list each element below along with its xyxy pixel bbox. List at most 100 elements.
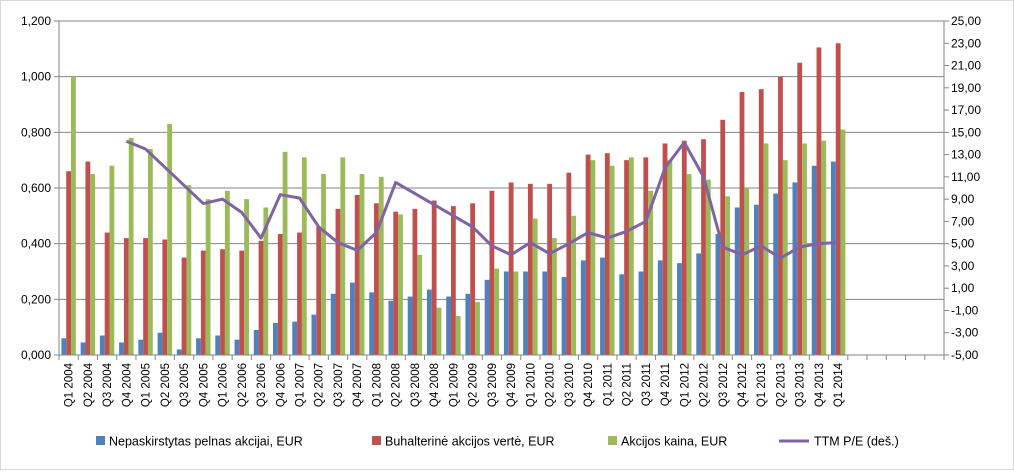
bar <box>802 143 807 355</box>
bar <box>340 157 346 355</box>
left-axis-tick-label: 0,200 <box>21 292 51 306</box>
bar <box>648 190 654 355</box>
x-axis-tick-label: Q2 2013 <box>775 363 787 407</box>
x-axis-tick-label: Q3 2013 <box>795 363 807 407</box>
bar <box>739 91 745 355</box>
bar <box>561 277 567 355</box>
x-axis-tick-label: Q2 2010 <box>545 363 557 407</box>
bar <box>600 257 605 355</box>
bar <box>349 282 355 355</box>
right-axis-tick-label: 7,00 <box>951 214 975 228</box>
bar <box>532 218 538 355</box>
x-axis-tick-label: Q1 2006 <box>218 363 230 407</box>
bar <box>835 43 841 356</box>
bar <box>604 153 610 355</box>
bar <box>590 160 596 355</box>
x-axis-tick-label: Q4 2008 <box>429 363 441 407</box>
x-axis-tick-label: Q4 2005 <box>198 363 210 407</box>
bar <box>470 203 476 355</box>
bars <box>61 43 846 356</box>
legend-swatch <box>608 436 617 445</box>
bar <box>292 321 298 355</box>
bar <box>311 314 317 355</box>
bar <box>744 188 750 355</box>
bar <box>301 157 307 355</box>
bar <box>628 157 634 355</box>
bar <box>758 89 764 356</box>
bar <box>830 161 836 355</box>
legend-label: Nepaskirstytas pelnas akcijai, EUR <box>109 435 303 449</box>
bar <box>162 239 168 355</box>
bar <box>335 208 341 355</box>
bar <box>638 271 644 355</box>
bar <box>138 339 144 355</box>
x-axis-tick-label: Q1 2011 <box>602 363 614 406</box>
bar <box>378 176 384 355</box>
bar <box>123 238 129 355</box>
right-axis-tick-label: 9,00 <box>951 192 975 206</box>
bar <box>119 342 124 355</box>
right-axis-tick-label: 19,00 <box>951 81 981 95</box>
legend-label: TTM P/E (deš.) <box>814 435 899 449</box>
left-axis-tick-label: 0,400 <box>21 237 51 251</box>
series-line <box>125 139 839 260</box>
bar <box>681 140 687 355</box>
bar <box>450 206 456 355</box>
right-axis-tick-label: 13,00 <box>951 148 981 162</box>
right-axis-tick-label: 23,00 <box>951 36 981 50</box>
bar <box>754 204 759 355</box>
right-axis-tick-label: 1,00 <box>951 281 975 295</box>
legend-label: Akcijos kaina, EUR <box>621 435 727 449</box>
x-axis-tick-label: Q3 2008 <box>410 363 422 407</box>
x-axis-ticks: Q1 2004 Q2 2004 Q3 2004 Q4 2004 Q1 2005 Q2 20… <box>64 362 846 407</box>
bar <box>715 233 721 355</box>
bar <box>426 289 432 355</box>
left-axis-tick-label: 1,000 <box>21 70 51 84</box>
bar <box>200 250 206 355</box>
bar <box>782 160 788 355</box>
bar <box>181 257 187 355</box>
bar <box>412 208 418 355</box>
bar <box>277 233 283 355</box>
left-axis-tick-label: 0,600 <box>21 181 51 195</box>
x-axis-tick-label: Q4 2007 <box>352 363 364 407</box>
bar <box>354 194 360 355</box>
right-axis-tick-label: -3,00 <box>951 326 979 340</box>
x-axis-tick-label: Q3 2006 <box>256 363 268 407</box>
bar <box>720 119 726 355</box>
right-axis-tick-label: -1,00 <box>951 303 979 317</box>
bar <box>619 274 625 355</box>
bar <box>609 165 615 355</box>
bar <box>359 174 365 355</box>
bar <box>431 200 437 355</box>
bar <box>393 211 399 355</box>
x-axis-tick-label: Q2 2005 <box>160 363 172 407</box>
x-axis-tick-label: Q2 2009 <box>468 363 480 407</box>
bar <box>542 271 548 355</box>
x-axis-tick-label: Q2 2006 <box>237 363 249 407</box>
left-axis-ticks: 0,000 0,200 0,400 0,600 0,800 1,000 1,200 <box>21 14 51 362</box>
bar <box>811 165 817 355</box>
right-axis-tick-label: 25,00 <box>951 14 981 28</box>
right-axis-ticks: -5,00 -3,00 -1,00 1,00 3,00 5,00 7,00 9,00 11,00… <box>951 14 981 362</box>
bar <box>417 254 423 355</box>
bar <box>167 123 173 355</box>
legend: Nepaskirstytas pelnas akcijai, EUR Buhalt… <box>96 435 899 449</box>
bar <box>696 253 702 355</box>
bar <box>494 268 500 355</box>
bar <box>244 199 249 355</box>
bar <box>657 260 663 355</box>
x-axis-tick-label: Q4 2013 <box>814 363 826 407</box>
bar <box>205 199 211 355</box>
bar <box>196 338 201 355</box>
bar <box>66 171 72 355</box>
bar <box>580 260 586 355</box>
line-series <box>125 139 839 260</box>
bar <box>734 207 740 355</box>
x-axis-tick-label: Q4 2009 <box>506 363 518 407</box>
right-axis-tick-label: 3,00 <box>951 259 975 273</box>
right-axis-tick-label: -5,00 <box>951 348 979 362</box>
x-axis-tick-label: Q1 2008 <box>371 363 383 407</box>
bar <box>330 293 336 355</box>
